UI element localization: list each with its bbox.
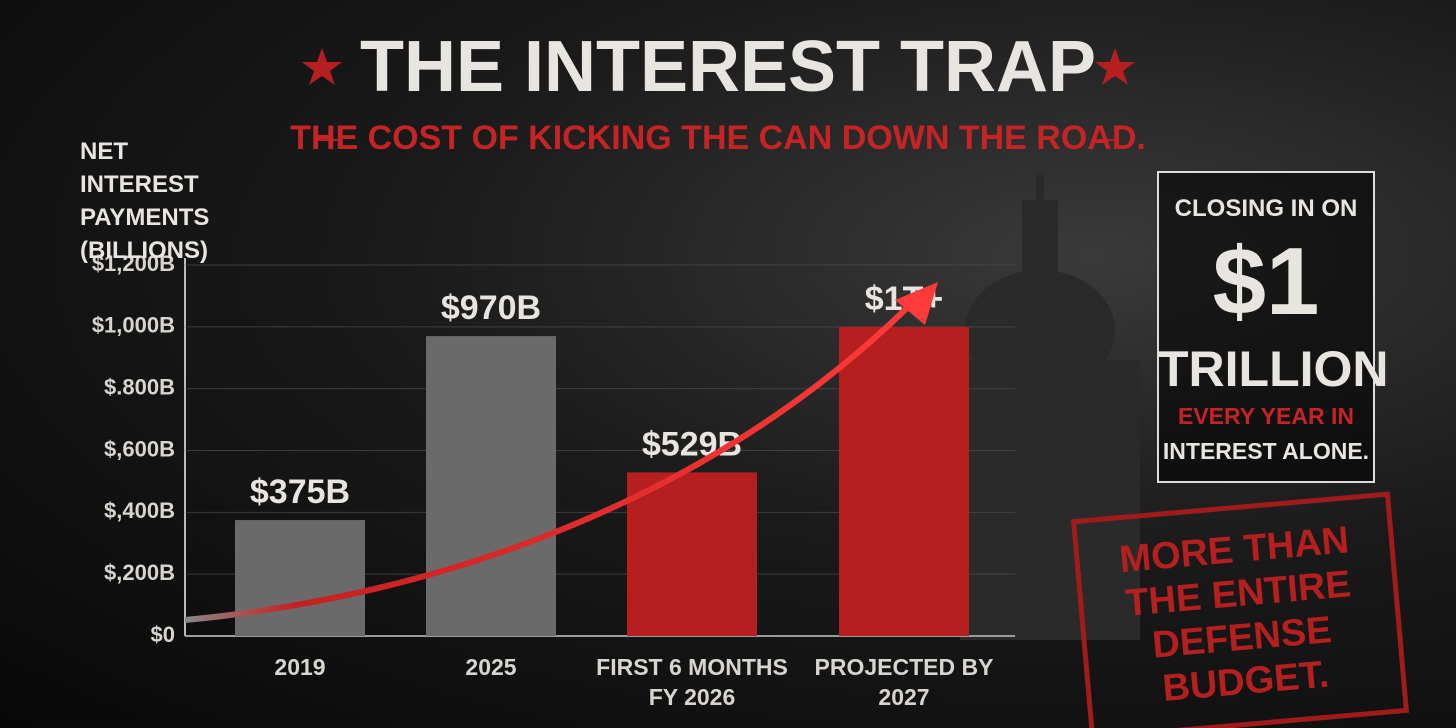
bar bbox=[426, 336, 556, 636]
star bbox=[302, 48, 342, 85]
y-tick-label: $,400B bbox=[104, 498, 175, 523]
x-tick-label: FIRST 6 MONTHS FY 2026 bbox=[596, 654, 788, 710]
y-tick-label: $0 bbox=[151, 622, 175, 647]
chart-subtitle: THE COST OF KICKING THE CAN DOWN THE ROA… bbox=[290, 119, 1146, 157]
x-tick-label: 2019 bbox=[274, 654, 326, 680]
y-axis-title: NET INTEREST PAYMENTS (BILLIONS) bbox=[80, 138, 210, 264]
callout-box bbox=[1157, 171, 1375, 483]
bar bbox=[235, 520, 365, 636]
callout-line: TRILLION bbox=[1158, 341, 1389, 397]
callout-line: EVERY YEAR IN bbox=[1178, 403, 1354, 429]
callout-line: INTEREST ALONE. bbox=[1162, 438, 1370, 464]
y-tick-label: $.800B bbox=[104, 374, 175, 399]
bar bbox=[839, 326, 969, 636]
value-label: $375B bbox=[250, 473, 350, 511]
callout-line: CLOSING IN ON bbox=[1174, 195, 1358, 222]
trend-arrow bbox=[184, 287, 928, 623]
arrow-head bbox=[895, 282, 938, 325]
capitol bbox=[960, 172, 1140, 640]
y-tick-label: $1,000B bbox=[92, 313, 175, 338]
x-tick-label: 2025 bbox=[465, 654, 517, 680]
chart-title: THE INTEREST TRAP bbox=[360, 27, 1096, 107]
x-tick-label: PROJECTED BY 2027 bbox=[814, 654, 994, 710]
y-tick-label: $,200B bbox=[104, 560, 175, 585]
y-tick-label: $,600B bbox=[104, 436, 175, 461]
value-label: $970B bbox=[441, 289, 541, 327]
bar bbox=[627, 472, 757, 636]
y-tick-label: $1,200B bbox=[92, 251, 175, 276]
stamp: MORE THAN THE ENTIRE DEFENSE BUDGET. bbox=[1070, 491, 1410, 728]
callout-figure: $1 bbox=[1212, 228, 1320, 335]
star bbox=[1095, 48, 1135, 85]
